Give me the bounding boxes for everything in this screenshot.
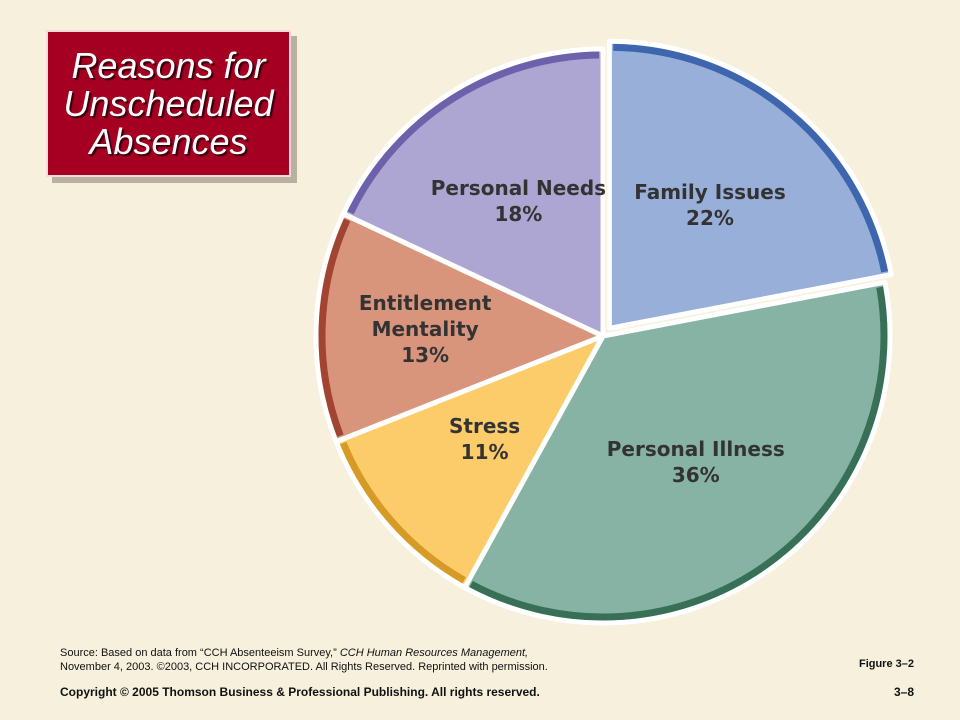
slice-value-label: 13% [401,343,449,367]
slice-value-label: 22% [686,206,734,230]
slide-title: Reasons for Unscheduled Absences [63,44,274,162]
pie-slice-edge-personal-illness [469,286,888,621]
pie-slice-entitlement-mentality [313,211,606,445]
slice-name-label: Entitlement [359,291,492,315]
slice-value-label: 11% [461,440,509,464]
title-box: Reasons for Unscheduled Absences [46,30,291,177]
source-note: Source: Based on data from “CCH Absentee… [60,646,620,674]
pie-slice-edge-personal-needs [347,51,600,215]
source-prefix: Source: Based on data from “CCH Absentee… [60,647,340,659]
slice-name-label: Stress [449,414,520,438]
pie-slice-personal-needs [340,46,606,339]
page-number: 3–8 [893,685,914,699]
figure-number: Figure 3–2 [858,658,914,670]
copyright: Copyright © 2005 Thomson Business & Prof… [60,685,540,699]
pie-slice-family-issues [606,38,894,331]
slice-value-label: 36% [672,463,720,487]
pie-slice-edge-entitlement-mentality [318,218,351,438]
pie-slice-personal-illness [462,279,893,626]
source-italic: CCH Human Resources Management, [339,647,529,659]
slice-name-label: Personal Illness [607,437,785,461]
pie-slice-edge-family-issues [613,43,889,273]
slice-name-label: Personal Needs [431,176,606,200]
slice-name-label: Mentality [372,317,479,341]
pie-slice-stress [333,333,606,590]
source-line2: November 4, 2003. ©2003, CCH INCORPORATE… [60,661,548,673]
slice-value-label: 18% [494,202,542,226]
pie-slice-edge-stress [339,441,466,584]
slice-name-label: Family Issues [634,180,786,204]
